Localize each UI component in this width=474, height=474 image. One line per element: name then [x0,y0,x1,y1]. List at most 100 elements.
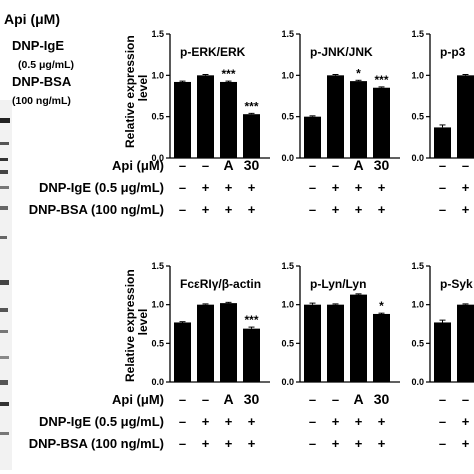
treatment-label-api-top: Api (μM) [112,158,164,173]
chart-panel-2: 0.00.51.01.5p-JNK/JNK* ***– – A 30– + + +– + + + [281,29,400,217]
treatment-symbol: + [332,436,340,451]
significance-label: *** [244,99,258,113]
treatment-symbol: + [202,180,210,195]
treatment-symbol: – [309,392,316,407]
chart-panel-1: 0.00.51.01.5p-ERK/ERK******– – A 30– + + +– + + + [151,29,270,217]
left-legend: Api (μM) DNP-IgE (0.5 μg/mL) DNP-BSA (10… [4,11,74,107]
treatment-symbol: – [439,392,446,407]
treatment-symbol: A [353,157,363,173]
y-tick-label: 1.0 [411,70,424,80]
treatment-label-bsa-top: DNP-BSA (100 ng/mL) [29,202,164,217]
y-tick-label: 1.0 [151,70,164,80]
y-tick-label: 1.0 [281,70,294,80]
treatment-symbol: – [439,202,446,217]
treatment-labels-bottom: Api (μM) DNP-IgE (0.5 μg/mL) DNP-BSA (10… [29,392,164,451]
y-tick-label: 0.5 [151,338,164,348]
treatment-symbol: 30 [244,391,260,407]
y-tick-label: 0.5 [281,112,294,122]
treatment-symbol: + [225,436,233,451]
treatment-symbol: + [462,436,470,451]
ylabel-bottom-line2: level [136,309,150,336]
treatment-symbol: + [378,436,386,451]
y-tick-label: 1.5 [411,261,424,271]
y-tick-label: 1.5 [151,261,164,271]
treatment-label-api-bottom: Api (μM) [112,392,164,407]
treatment-symbol: + [462,414,470,429]
y-tick-label: 1.0 [411,300,424,310]
y-tick-label: 0.0 [151,153,164,163]
bar [457,75,474,158]
chart-title: p-ERK/ERK [180,45,246,59]
bar [174,322,191,382]
charts-layer: 0.00.51.01.5p-ERK/ERK******– – A 30– + + +– + + +… [151,29,474,451]
bar [220,81,237,158]
treatment-symbol: – [202,158,209,173]
y-tick-label: 1.5 [151,29,164,39]
treatment-symbol: + [332,414,340,429]
treatment-symbol: + [225,202,233,217]
treatment-symbol: – [309,414,316,429]
treatment-symbol: + [225,414,233,429]
bar [457,304,474,382]
treatment-symbol: – [309,436,316,451]
treatment-symbol: + [462,180,470,195]
y-tick-label: 1.0 [151,300,164,310]
treatment-symbol: – [439,158,446,173]
bar [373,313,390,382]
y-tick-label: 0.5 [411,112,424,122]
treatment-symbol: + [202,414,210,429]
treatment-symbol: + [248,414,256,429]
treatment-symbol: + [355,436,363,451]
treatment-symbol: + [462,202,470,217]
left-label-api: Api (μM) [4,11,60,27]
treatment-symbol: – [439,414,446,429]
treatment-symbol: + [248,180,256,195]
y-tick-label: 0.0 [281,377,294,387]
bar [327,75,344,158]
bar [434,127,451,158]
treatment-symbol: – [309,202,316,217]
chart-title: p-Lyn/Lyn [310,277,366,291]
chart-title: p-p3 [440,45,466,59]
treatment-label-ige-bottom: DNP-IgE (0.5 μg/mL) [39,414,164,429]
treatment-labels-top: Api (μM) DNP-IgE (0.5 μg/mL) DNP-BSA (10… [29,158,164,217]
y-tick-label: 0.5 [281,338,294,348]
treatment-symbol: – [309,180,316,195]
treatment-symbol: – [179,392,186,407]
treatment-symbol: + [248,436,256,451]
chart-panel-6: 0.0 0.5 1.0 1.5 p-Syk – – – + – + [411,261,474,451]
ylabel-top-line2: level [136,75,150,102]
treatment-symbol: + [355,180,363,195]
bar [243,328,260,382]
bar [373,87,390,158]
y-tick-label: 0.0 [281,153,294,163]
y-tick-label: 1.5 [411,29,424,39]
treatment-symbol: + [248,202,256,217]
significance-label: *** [244,313,258,327]
significance-label: * [356,66,361,80]
treatment-symbol: A [223,391,233,407]
blot-strip [0,100,12,470]
y-tick-label: 1.0 [281,300,294,310]
ylabel-top-line1: Relative expression [123,35,137,148]
y-tick-label: 0.0 [411,153,424,163]
y-tick-label: 0.0 [411,377,424,387]
treatment-symbol: – [462,392,469,407]
bar [350,294,367,382]
treatment-symbol: – [332,392,339,407]
treatment-symbol: A [223,157,233,173]
treatment-symbol: – [309,158,316,173]
y-tick-label: 1.5 [281,29,294,39]
treatment-symbol: – [332,158,339,173]
significance-label: *** [374,73,388,87]
bar [304,116,321,158]
y-tick-label: 0.5 [151,112,164,122]
y-tick-label: 1.5 [281,261,294,271]
treatment-symbol: + [332,202,340,217]
treatment-symbol: – [179,158,186,173]
bar [197,304,214,382]
bar [350,81,367,158]
significance-label: *** [221,67,235,81]
